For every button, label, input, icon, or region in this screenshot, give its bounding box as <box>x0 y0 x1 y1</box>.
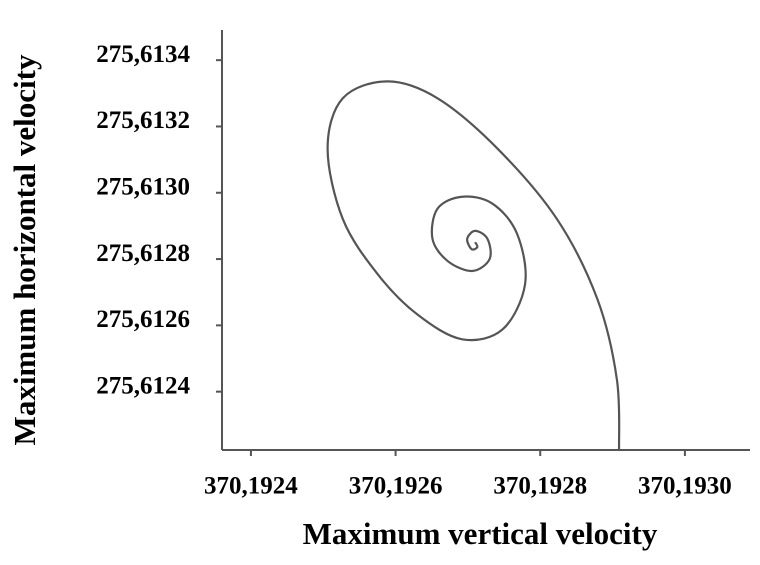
y-tick-label: 275,6128 <box>96 240 190 267</box>
x-tick-label: 370,1924 <box>204 473 298 500</box>
y-tick-label: 275,6124 <box>96 372 190 399</box>
y-tick-label: 275,6132 <box>96 107 190 134</box>
y-tick-label: 275,6134 <box>96 41 190 68</box>
x-tick-label: 370,1930 <box>638 473 732 500</box>
y-tick-label: 275,6130 <box>96 173 190 200</box>
y-tick-label: 275,6126 <box>96 306 190 333</box>
spiral-line <box>326 80 621 451</box>
x-axis-title: Maximum vertical velocity <box>303 516 658 551</box>
y-axis-title: Maximum horizontal velocity <box>7 54 42 445</box>
x-tick-label: 370,1926 <box>349 473 443 500</box>
x-tick-label: 370,1928 <box>493 473 587 500</box>
